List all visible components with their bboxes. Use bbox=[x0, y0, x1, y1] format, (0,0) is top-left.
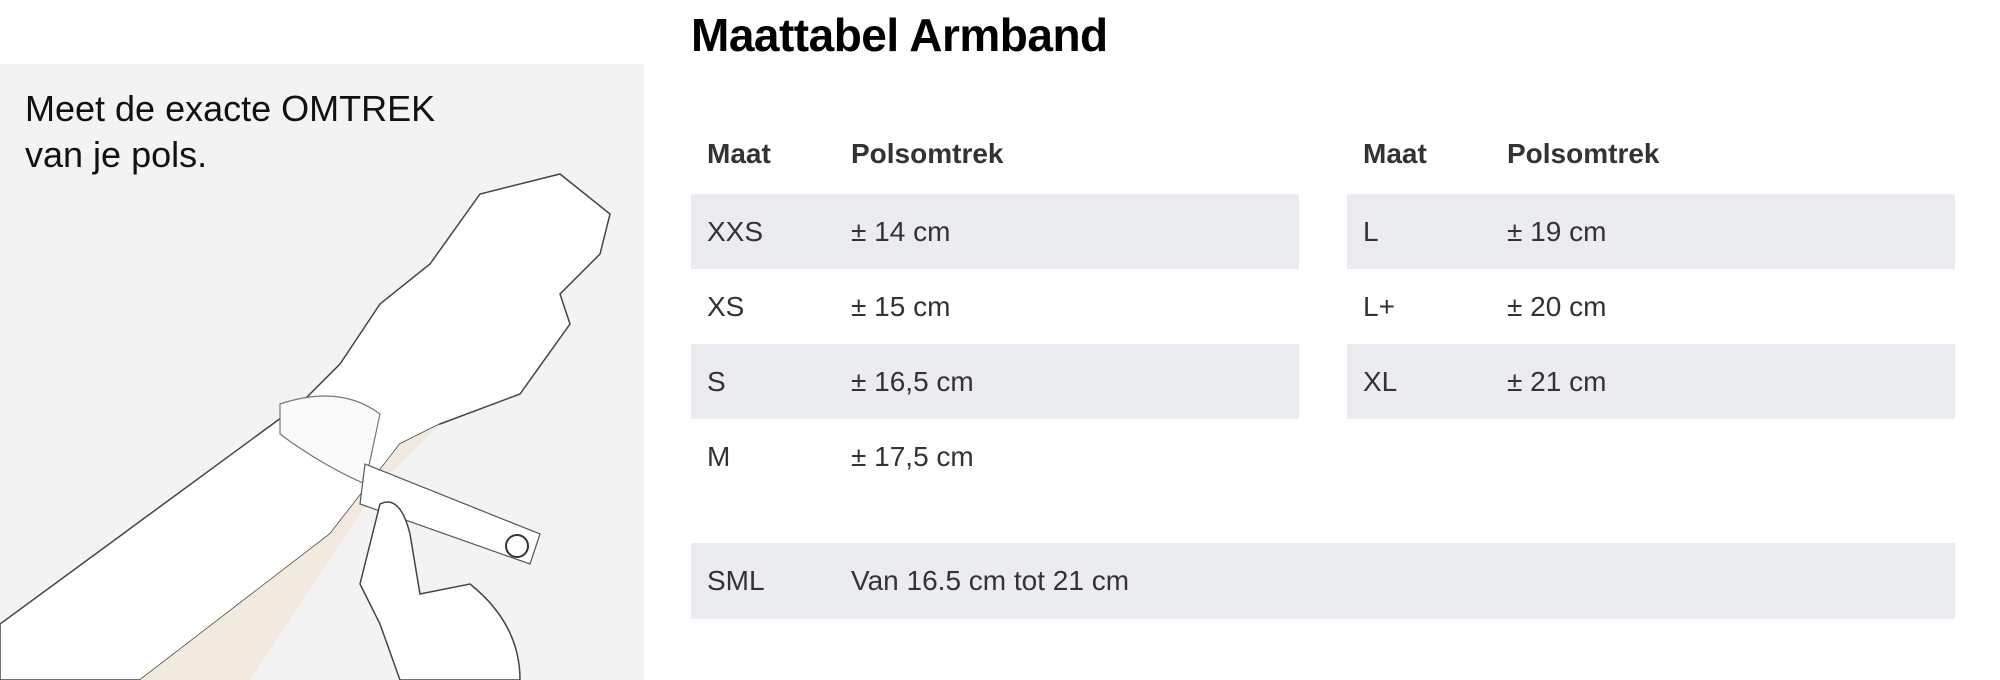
header-circumference: Polsomtrek bbox=[851, 138, 1004, 169]
circumference-cell: ± 17,5 cm bbox=[851, 440, 974, 472]
circumference-cell: ± 14 cm bbox=[851, 215, 951, 247]
header-size: Maat bbox=[707, 138, 771, 169]
size-cell: XXS bbox=[707, 215, 764, 247]
measure-instruction: Meet de exacte OMTREK van je pols. bbox=[25, 86, 585, 178]
table-header: Maat Polsomtrek bbox=[1347, 129, 1955, 179]
size-cell: XL bbox=[1363, 365, 1398, 397]
table-row: L+ ± 20 cm bbox=[1347, 269, 1955, 344]
table-row: L ± 19 cm bbox=[1347, 194, 1955, 269]
instruction-line-1: Meet de exacte OMTREK bbox=[25, 88, 436, 129]
circumference-cell: ± 19 cm bbox=[1507, 215, 1607, 247]
table-row: S ± 16,5 cm bbox=[691, 344, 1299, 419]
circumference-cell: ± 16,5 cm bbox=[851, 365, 974, 397]
table-row: XS ± 15 cm bbox=[691, 269, 1299, 344]
header-size: Maat bbox=[1363, 138, 1427, 169]
header-circumference: Polsomtrek bbox=[1507, 138, 1660, 169]
sml-row: SML Van 16.5 cm tot 21 cm bbox=[691, 543, 1955, 619]
table-row: XXS ± 14 cm bbox=[691, 194, 1299, 269]
circumference-cell: ± 21 cm bbox=[1507, 365, 1607, 397]
circumference-cell: ± 15 cm bbox=[851, 290, 951, 322]
size-cell: S bbox=[707, 365, 726, 397]
instruction-line-2: van je pols. bbox=[25, 134, 208, 175]
table-row: XL ± 21 cm bbox=[1347, 344, 1955, 419]
size-table-left: Maat Polsomtrek XXS ± 14 cm XS ± 15 cm S ± … bbox=[691, 129, 1299, 494]
size-cell: M bbox=[707, 440, 731, 472]
size-table-right: Maat Polsomtrek L ± 19 cm L+ ± 20 cm XL ± 2… bbox=[1347, 129, 1955, 419]
size-cell: L+ bbox=[1363, 290, 1395, 322]
illustration-panel: Meet de exacte OMTREK van je pols. bbox=[0, 64, 644, 680]
size-cell: XS bbox=[707, 290, 745, 322]
size-cell: SML bbox=[707, 565, 765, 596]
table-header: Maat Polsomtrek bbox=[691, 129, 1299, 179]
circumference-cell: Van 16.5 cm tot 21 cm bbox=[851, 565, 1130, 596]
table-row: M ± 17,5 cm bbox=[691, 419, 1299, 494]
circumference-cell: ± 20 cm bbox=[1507, 290, 1607, 322]
size-cell: L bbox=[1363, 215, 1379, 247]
page-title: Maattabel Armband bbox=[691, 9, 1108, 61]
wrist-measuring-illustration bbox=[0, 173, 611, 680]
